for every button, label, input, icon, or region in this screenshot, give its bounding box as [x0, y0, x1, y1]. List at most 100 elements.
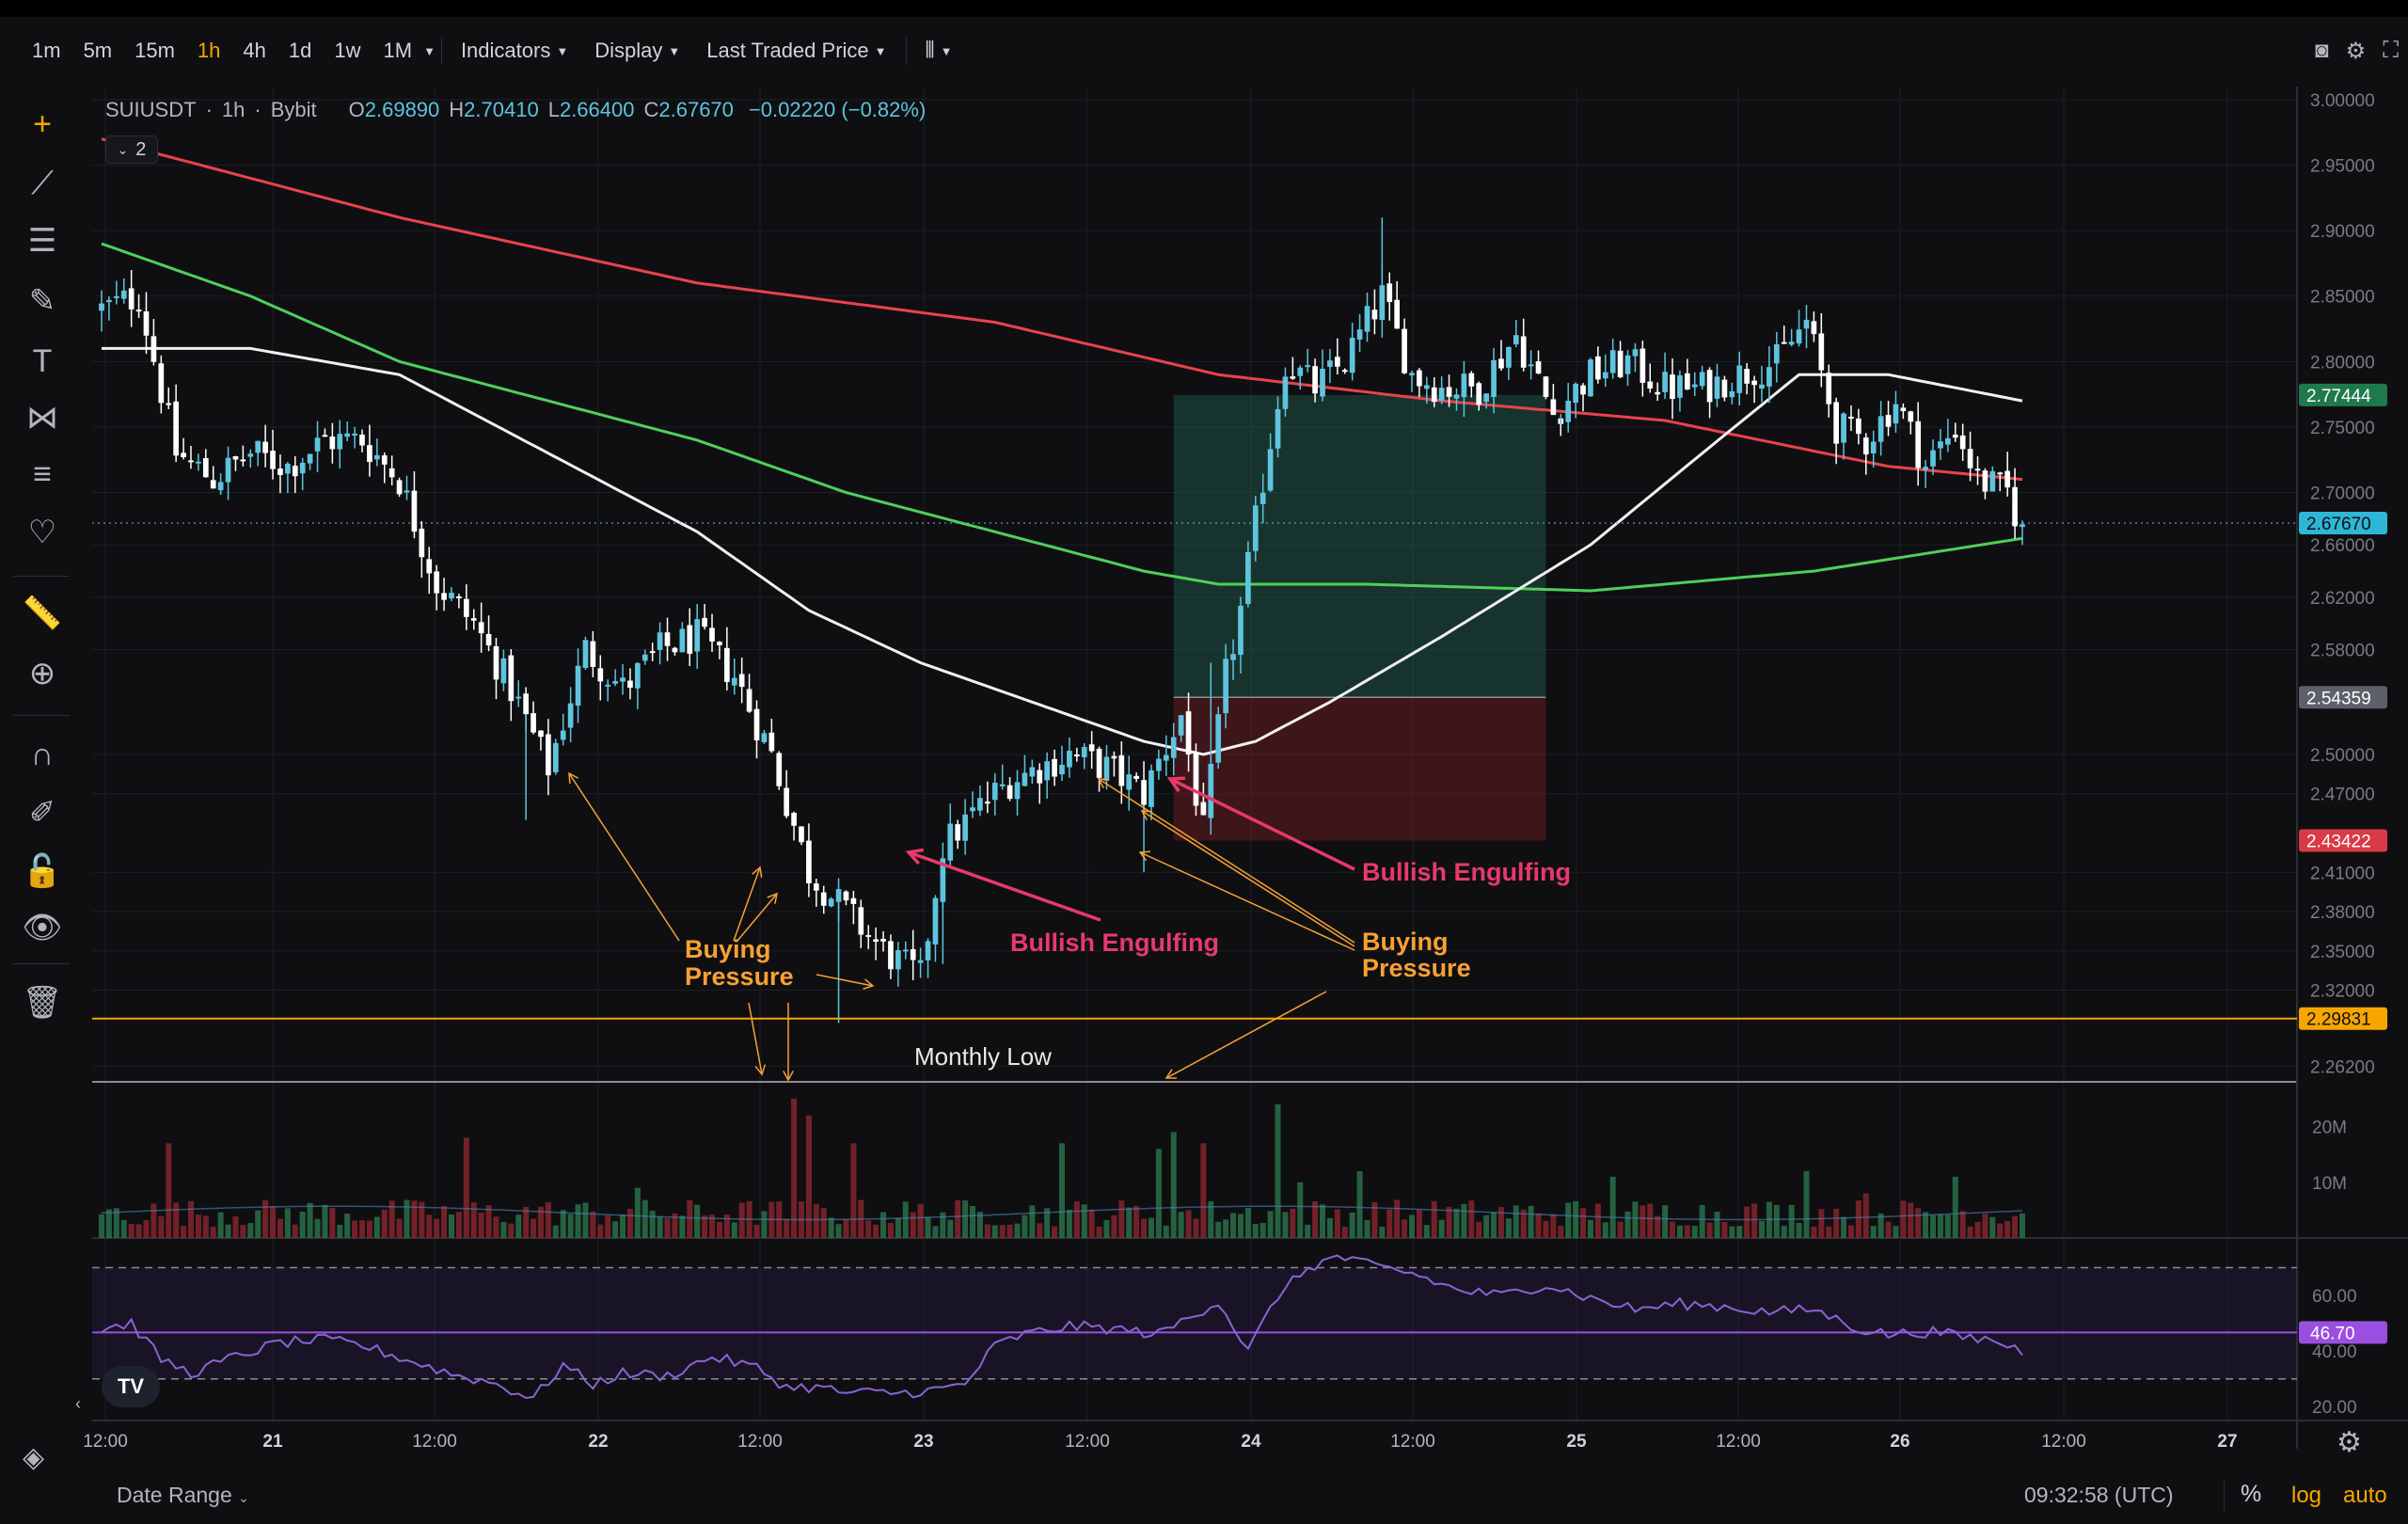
chevron-left-icon[interactable]: ‹: [75, 1394, 81, 1413]
volume-bar: [1662, 1205, 1669, 1238]
pattern-icon[interactable]: ⋈: [26, 400, 58, 436]
zoom-in-icon[interactable]: ⊕: [28, 656, 56, 691]
ruler-icon[interactable]: 📏: [22, 595, 63, 631]
candle-body: [597, 668, 604, 682]
volume-bar: [1096, 1226, 1102, 1238]
candle-body: [210, 480, 216, 489]
bullish-engulfing-arrow: [1169, 777, 1355, 871]
volume-bar: [1594, 1203, 1601, 1238]
volume-bar: [1402, 1219, 1408, 1238]
timeframe-1M[interactable]: 1M: [383, 39, 413, 62]
utc-clock[interactable]: 09:32:58 (UTC): [2024, 1483, 2174, 1507]
candle-body: [1349, 338, 1355, 373]
timeframe-1h[interactable]: 1h: [197, 39, 221, 62]
text-icon[interactable]: T: [32, 342, 53, 379]
volume-bar: [1862, 1193, 1869, 1238]
volume-bar: [1587, 1219, 1593, 1238]
timeframe-1d[interactable]: 1d: [288, 39, 312, 62]
volume-bar: [1944, 1214, 1951, 1238]
volume-bar: [455, 1212, 462, 1238]
annotation-arrow-head: [1164, 1069, 1178, 1079]
trendline-icon[interactable]: ⟋: [31, 165, 54, 201]
candle-body: [1543, 376, 1549, 397]
fullscreen-icon[interactable]: ⛶: [2383, 38, 2399, 63]
indicators-toggle[interactable]: ⌄ 2: [105, 135, 158, 164]
price-source-button[interactable]: Last Traded Price ▼: [693, 39, 899, 63]
price-tick-label: 2.85000: [2310, 288, 2375, 308]
layers-icon[interactable]: ◈: [23, 1442, 45, 1473]
candle-body: [1282, 376, 1289, 409]
candle-body: [1230, 654, 1236, 660]
candle-body: [784, 787, 790, 817]
log-scale-button[interactable]: log: [2291, 1483, 2322, 1508]
volume-bar: [784, 1218, 790, 1238]
lock-draw-icon[interactable]: ✐: [28, 795, 56, 831]
volume-bar: [143, 1220, 150, 1238]
date-range-button[interactable]: Date Range ⌄: [117, 1483, 249, 1508]
caret-down-icon: ▼: [668, 43, 681, 58]
candle-body: [1796, 329, 1802, 344]
magnet-icon[interactable]: ∩: [30, 736, 55, 772]
timeframe-15m[interactable]: 15m: [135, 39, 175, 62]
auto-scale-button[interactable]: auto: [2343, 1483, 2387, 1508]
candle-body: [1535, 361, 1542, 374]
axis-settings-icon[interactable]: ⚙: [2337, 1427, 2362, 1458]
tradingview-logo-icon[interactable]: TV: [102, 1366, 160, 1407]
volume-bar: [150, 1203, 157, 1238]
candle-body: [910, 948, 916, 960]
fib-icon[interactable]: ☰: [27, 223, 57, 259]
entry-price-tag: 2.54359: [2306, 689, 2371, 708]
candle-body: [463, 598, 469, 617]
trash-icon[interactable]: 🗑: [22, 985, 63, 1021]
volume-bar: [1326, 1217, 1333, 1238]
volume-bar: [1773, 1205, 1780, 1238]
volume-bar: [329, 1207, 336, 1238]
candle-body: [2020, 524, 2025, 528]
volume-bar: [1193, 1218, 1199, 1238]
brush-icon[interactable]: ✎: [28, 283, 56, 319]
candle-body: [1341, 370, 1348, 373]
candle-body: [299, 462, 306, 474]
volume-bar: [805, 1115, 812, 1238]
volume-bar: [463, 1137, 469, 1238]
timeframe-more-icon[interactable]: ▼: [423, 43, 436, 58]
volume-bar: [426, 1214, 433, 1238]
time-tick-label: 22: [588, 1432, 608, 1449]
camera-icon[interactable]: ◙: [2315, 38, 2329, 63]
candle-body: [232, 456, 239, 460]
candle-body: [1714, 376, 1720, 399]
timeframe-4h[interactable]: 4h: [243, 39, 266, 62]
candle-body: [1744, 369, 1751, 384]
candle-body: [753, 708, 760, 741]
timeframe-1m[interactable]: 1m: [32, 39, 61, 62]
eye-icon[interactable]: 👁: [22, 910, 63, 945]
forecast-icon[interactable]: ≡: [33, 455, 52, 492]
volume-bar: [515, 1214, 522, 1238]
candle-body: [1729, 390, 1735, 398]
timeframe-1w[interactable]: 1w: [334, 39, 361, 62]
candle-body: [590, 641, 596, 667]
rsi-band: [92, 1267, 2297, 1379]
volume-bar: [970, 1206, 976, 1238]
volume-bar: [1573, 1200, 1579, 1238]
candle-body: [419, 528, 425, 558]
volume-bar: [1320, 1204, 1326, 1238]
settings-icon[interactable]: ⚙: [2345, 38, 2367, 64]
candle-body: [1751, 380, 1757, 386]
symbol-label[interactable]: SUIUSDT: [105, 98, 197, 121]
rsi-tick-label: 20.00: [2312, 1398, 2357, 1418]
percent-scale-button[interactable]: %: [2241, 1481, 2262, 1507]
rsi-value-tag-bg: [2299, 1321, 2387, 1344]
heart-icon[interactable]: ♡: [27, 515, 57, 550]
crosshair-icon[interactable]: +: [33, 105, 52, 142]
volume-bar: [1923, 1212, 1929, 1238]
timeframe-5m[interactable]: 5m: [83, 39, 113, 62]
display-button[interactable]: Display ▼: [581, 39, 693, 63]
indicators-button[interactable]: Indicators ▼: [448, 39, 581, 63]
rsi-value-tag: 46.70: [2310, 1324, 2355, 1343]
volume-bar: [813, 1204, 819, 1238]
chart-type-button[interactable]: ⫴ ▼: [912, 38, 966, 64]
unlock-icon[interactable]: 🔓: [22, 853, 63, 889]
time-tick-label: 12:00: [1716, 1432, 1761, 1449]
